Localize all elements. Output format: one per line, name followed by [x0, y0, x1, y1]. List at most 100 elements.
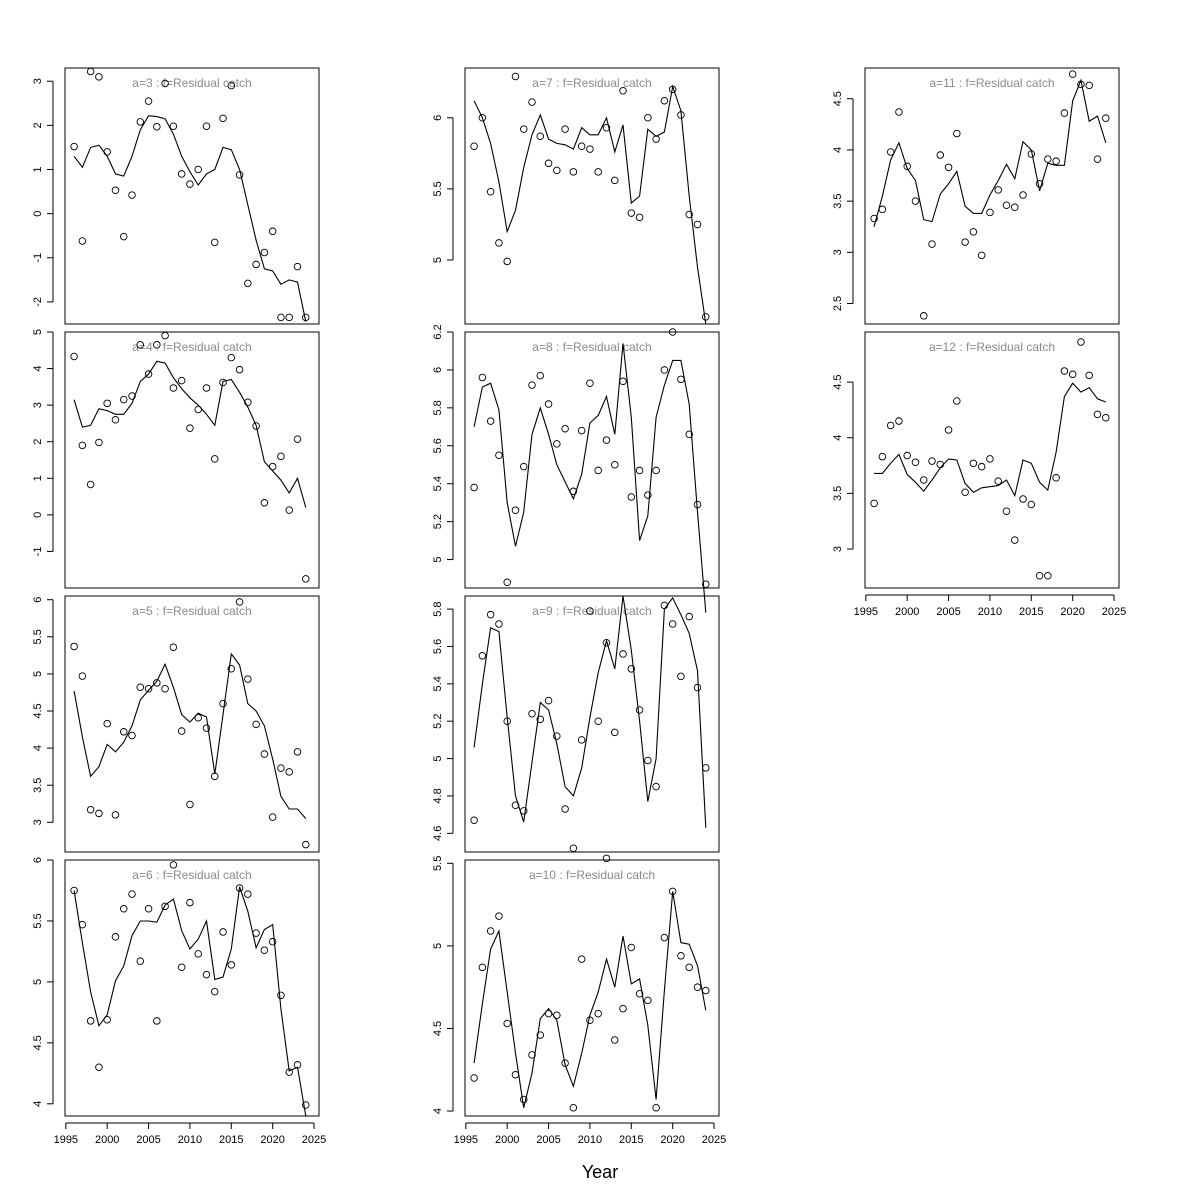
observed-point — [161, 902, 169, 911]
observed-point — [486, 927, 495, 935]
observed-point — [619, 87, 627, 95]
observed-point — [911, 458, 920, 466]
x-tick-label: 2025 — [302, 1134, 326, 1146]
observed-point — [211, 238, 219, 247]
y-tick-label: 1 — [32, 166, 44, 172]
observed-point — [1035, 179, 1044, 188]
observed-point — [569, 487, 578, 496]
observed-point — [260, 499, 269, 507]
panel-title: a=6 : f=Residual catch — [132, 868, 251, 882]
observed-point — [161, 79, 169, 88]
panel-a3: a=3 : f=Residual catch -2 -1 0 1 2 3 — [32, 67, 320, 325]
observed-point — [544, 159, 553, 168]
observed-point — [886, 148, 895, 156]
observed-point — [211, 772, 219, 781]
observed-point — [95, 1063, 103, 1071]
observed-point — [1068, 70, 1077, 78]
observed-point — [1060, 367, 1069, 375]
observed-point — [78, 237, 87, 245]
observed-point — [470, 1074, 478, 1082]
observed-point — [285, 313, 293, 322]
observed-point — [235, 598, 244, 606]
observed-point — [536, 132, 545, 141]
observed-point — [111, 186, 120, 195]
observed-point — [953, 397, 961, 405]
panel-a8: a=8 : f=Residual catch 5 5.2 5.4 5.6 5.8 6 6.2 — [432, 324, 720, 613]
observed-point — [128, 731, 136, 740]
y-tick-label: 3 — [32, 819, 44, 825]
y-tick-label: 3.5 — [32, 778, 44, 793]
observed-point — [177, 727, 186, 735]
observed-point — [503, 257, 511, 266]
observed-point — [486, 610, 495, 619]
observed-point — [478, 114, 487, 122]
x-tick-label: 1995 — [54, 1134, 78, 1146]
y-tick-label: 5.4 — [432, 676, 444, 691]
observed-point — [1027, 150, 1036, 158]
observed-point — [1052, 474, 1060, 482]
observed-point — [78, 672, 87, 680]
observed-point — [268, 227, 277, 236]
observed-point — [594, 717, 602, 725]
observed-point — [144, 97, 153, 105]
observed-point — [285, 768, 293, 776]
observed-point — [128, 191, 136, 199]
observed-point — [652, 466, 660, 475]
fitted-line — [73, 115, 307, 322]
fitted-line — [873, 78, 1107, 227]
observed-point — [128, 392, 136, 400]
observed-point — [644, 756, 652, 765]
observed-point — [95, 438, 103, 447]
y-tick-label: 5.8 — [432, 400, 444, 415]
fitted-line — [473, 891, 707, 1108]
observed-point — [219, 699, 227, 708]
observed-point — [553, 1011, 561, 1020]
observed-point — [602, 854, 611, 863]
y-tick-label: 6.2 — [432, 324, 444, 339]
observed-point — [252, 720, 260, 729]
observed-point — [136, 957, 145, 965]
observed-point — [660, 366, 669, 374]
observed-point — [252, 929, 260, 937]
observed-point — [293, 1061, 302, 1069]
panel-title: a=12 : f=Residual catch — [929, 340, 1055, 354]
observed-point — [511, 72, 520, 81]
observed-point — [519, 1095, 528, 1104]
y-tick-label: 5.4 — [432, 476, 444, 491]
observed-point — [586, 379, 594, 387]
observed-point — [1093, 155, 1102, 163]
observed-point — [1019, 191, 1027, 199]
y-tick-label: 5.6 — [432, 438, 444, 453]
observed-point — [635, 213, 644, 222]
observed-point — [619, 650, 627, 658]
observed-point — [161, 331, 169, 340]
panel-a4: a=4 : f=Residual catch -1 0 1 2 3 4 5 — [32, 329, 320, 589]
observed-point — [919, 476, 928, 484]
observed-point — [619, 377, 627, 386]
x-tick-label: 2010 — [978, 606, 1002, 618]
observed-point — [219, 114, 227, 123]
x-tick-label: 2000 — [495, 1134, 519, 1146]
observed-point — [119, 232, 128, 241]
observed-point — [495, 912, 503, 920]
observed-point — [685, 963, 693, 972]
observed-point — [936, 151, 945, 159]
observed-point — [103, 148, 111, 156]
observed-point — [602, 123, 611, 132]
observed-point — [302, 840, 310, 849]
panel-title: a=7 : f=Residual catch — [532, 76, 651, 90]
y-tick-label: -1 — [32, 253, 44, 263]
y-tick-label: 5.6 — [432, 639, 444, 654]
observed-point — [1044, 572, 1052, 580]
observed-point — [536, 715, 545, 724]
observed-point — [169, 122, 178, 131]
observed-point — [86, 67, 95, 76]
observed-point — [569, 168, 578, 176]
observed-point — [953, 129, 961, 138]
observed-point — [293, 748, 302, 756]
observed-point — [277, 764, 285, 772]
observed-point — [1027, 500, 1036, 509]
y-tick-label: 4.5 — [32, 703, 44, 718]
observed-point — [169, 384, 178, 392]
observed-point — [244, 279, 252, 288]
